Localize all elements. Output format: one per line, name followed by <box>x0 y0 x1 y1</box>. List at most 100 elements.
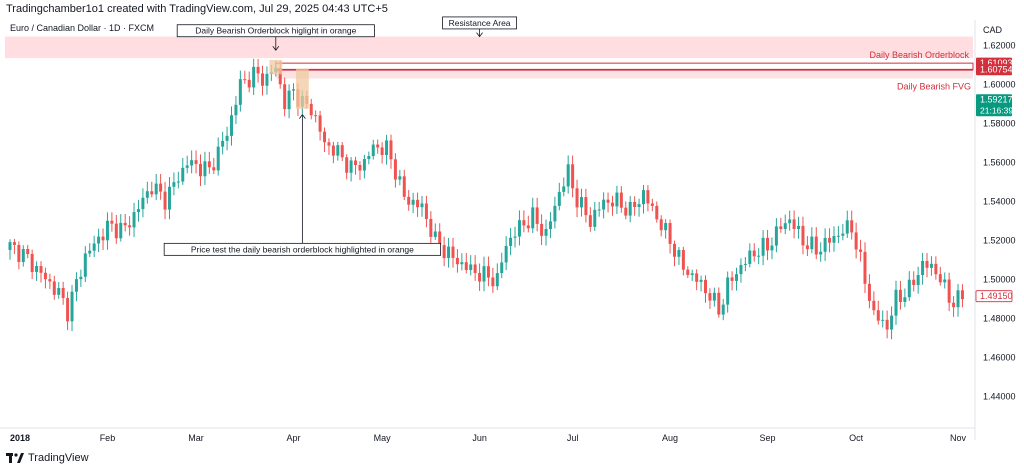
candle-body <box>646 190 650 204</box>
candle-body <box>876 310 880 321</box>
candle-body <box>349 160 353 173</box>
candle-body <box>566 164 570 187</box>
candle-body <box>181 167 185 182</box>
candle-body <box>283 84 287 110</box>
candle-body <box>92 243 96 251</box>
candle-body <box>482 266 486 282</box>
candle-body <box>163 191 167 210</box>
x-tick-label: Mar <box>188 433 204 443</box>
candle-body <box>757 255 761 257</box>
candle-body <box>79 276 83 280</box>
candle-body <box>929 263 933 268</box>
candle-body <box>526 225 530 229</box>
candle-body <box>21 248 25 262</box>
candle-body <box>628 201 632 216</box>
price-tag <box>976 64 1012 76</box>
candle-body <box>504 245 508 263</box>
candle-body <box>872 300 876 311</box>
candle-body <box>704 279 708 294</box>
candle-body <box>907 279 911 298</box>
fvg-label: Daily Bearish FVG <box>897 82 971 92</box>
candle-body <box>216 146 220 171</box>
price-tag-value: 1.59217 <box>980 95 1013 105</box>
chart-attribution: Tradingchamber1o1 created with TradingVi… <box>6 3 388 15</box>
candle-body <box>522 220 526 226</box>
candle-body <box>673 243 676 257</box>
candle-body <box>464 262 468 271</box>
tradingview-logo-icon <box>6 453 24 463</box>
candle-body <box>610 202 614 207</box>
candle-body <box>544 229 548 236</box>
x-tick-label: Oct <box>849 433 864 443</box>
candle-body <box>455 257 459 265</box>
candle-body <box>828 237 832 243</box>
orderblock-orange-box <box>269 60 283 75</box>
candle-body <box>389 140 393 160</box>
candle-body <box>916 275 920 286</box>
candle-body <box>212 167 216 171</box>
candle-body <box>655 205 659 220</box>
candle-body <box>101 236 105 241</box>
candle-body <box>513 236 517 238</box>
candle-body <box>243 79 247 81</box>
candle-body <box>194 160 198 164</box>
candle-body <box>88 250 92 254</box>
candle-body <box>380 147 384 156</box>
candle-body <box>677 249 681 257</box>
candle-body <box>579 197 583 208</box>
candle-body <box>30 253 34 273</box>
candle-body <box>362 159 366 171</box>
candle-body <box>726 277 730 305</box>
candle-body <box>74 279 78 292</box>
axes-layer: Euro / Canadian Dollar · 1D · FXCM CAD 1.6… <box>0 20 1016 443</box>
candle-body <box>531 207 535 229</box>
candle-body <box>154 183 158 195</box>
candle-body <box>841 233 845 236</box>
candle-body <box>35 266 39 273</box>
orderblock-orange-box <box>295 68 309 109</box>
candle-body <box>633 201 637 207</box>
candle-body <box>451 246 455 258</box>
y-tick-label: 1.46000 <box>983 353 1016 363</box>
annotation-text: Price test the daily bearish orderblock … <box>191 244 414 254</box>
candle-body <box>903 297 907 302</box>
candle-body <box>752 250 756 257</box>
candle-body <box>562 186 566 192</box>
candle-body <box>265 73 269 86</box>
candle-body <box>938 274 942 283</box>
candle-body <box>48 279 52 282</box>
price-tag-value: 1.49150 <box>980 291 1013 301</box>
candle-body <box>664 223 668 231</box>
candle-body <box>278 67 282 85</box>
candle-body <box>593 209 597 227</box>
candle-body <box>619 192 623 208</box>
candle-body <box>309 103 313 116</box>
candle-body <box>145 191 149 198</box>
candle-body <box>261 73 265 86</box>
candle-body <box>881 319 885 321</box>
candle-body <box>509 237 513 246</box>
candle-body <box>575 188 579 208</box>
candle-body <box>730 277 734 281</box>
x-tick-label: Aug <box>662 433 678 443</box>
candle-body <box>438 231 442 246</box>
annotation-arrowhead <box>476 32 483 38</box>
price-tag <box>975 290 1013 303</box>
candle-body <box>766 237 770 251</box>
candle-body <box>690 273 694 275</box>
price-tag <box>976 94 1012 117</box>
x-tick-label: Nov <box>950 433 967 443</box>
candle-body <box>774 226 778 246</box>
candle-body <box>823 237 827 252</box>
x-tick-label: Jun <box>472 433 487 443</box>
candle-body <box>26 248 30 254</box>
candle-body <box>424 203 428 219</box>
candle-body <box>588 215 592 227</box>
candle-body <box>859 249 863 252</box>
candle-body <box>132 212 136 228</box>
candle-body <box>136 209 140 213</box>
candle-body <box>779 226 783 229</box>
candle-body <box>433 231 437 237</box>
candle-body <box>832 236 836 243</box>
